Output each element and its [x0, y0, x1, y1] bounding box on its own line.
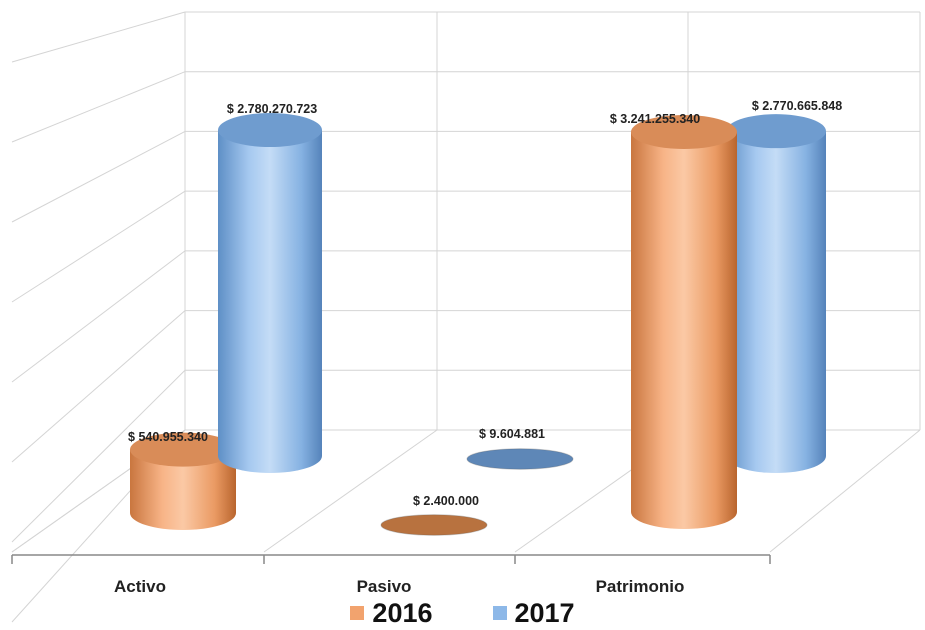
x-tick-label-patrimonio: Patrimonio [596, 577, 685, 596]
bar-2016-patrimonio [631, 115, 737, 529]
chart-bars [130, 113, 826, 536]
data-label-2016-patrimonio: $ 3.241.255.340 [610, 112, 700, 126]
bar-top [218, 113, 322, 148]
bar-2017-patrimonio [726, 114, 826, 474]
x-axis-ticks [11, 554, 771, 564]
gridline-floor [263, 429, 438, 553]
data-label-2017-patrimonio: $ 2.770.665.848 [752, 99, 842, 113]
chart-legend: 2016 2017 [0, 596, 925, 630]
gridline-side [11, 310, 186, 463]
gridline-side [11, 250, 186, 383]
bar-2017-pasivo [466, 448, 574, 470]
bar-2016-activo [130, 432, 236, 530]
bar-top [130, 432, 236, 467]
data-label-2017-pasivo: $ 9.604.881 [479, 427, 545, 441]
bar-top [631, 115, 737, 149]
gridline-side [11, 130, 186, 223]
bar-disc [380, 514, 488, 536]
bar-2016-pasivo [380, 514, 488, 536]
gridline-side [11, 11, 186, 63]
legend-label-2016: 2016 [372, 597, 433, 628]
bar-2017-activo [218, 113, 322, 473]
data-label-2016-activo: $ 540.955.340 [128, 430, 208, 444]
x-axis-labels: Activo Pasivo Patrimonio [114, 577, 684, 596]
legend-swatch-2017 [492, 606, 507, 620]
gridline-side [11, 71, 186, 143]
bar-disc [466, 448, 574, 470]
legend-label-2017: 2017 [514, 597, 575, 628]
data-label-2016-pasivo: $ 2.400.000 [413, 494, 479, 508]
legend-item-2017: 2017 [492, 597, 575, 629]
x-tick-label-pasivo: Pasivo [357, 577, 412, 596]
legend-item-2016: 2016 [350, 597, 433, 629]
bar-body [130, 449, 236, 530]
gridline-side [11, 369, 186, 543]
data-label-2017-activo: $ 2.780.270.723 [227, 102, 317, 116]
x-tick-label-activo: Activo [114, 577, 166, 596]
bar-body [218, 130, 322, 473]
bar-body [726, 131, 826, 474]
bar-body [631, 132, 737, 529]
gridline-floor [769, 429, 921, 553]
chart-data-labels: $ 540.955.340 $ 2.400.000 $ 3.241.255.340 $… [128, 99, 842, 508]
legend-swatch-2016 [350, 606, 365, 620]
gridline-side [11, 190, 186, 303]
bar-top [726, 114, 826, 149]
